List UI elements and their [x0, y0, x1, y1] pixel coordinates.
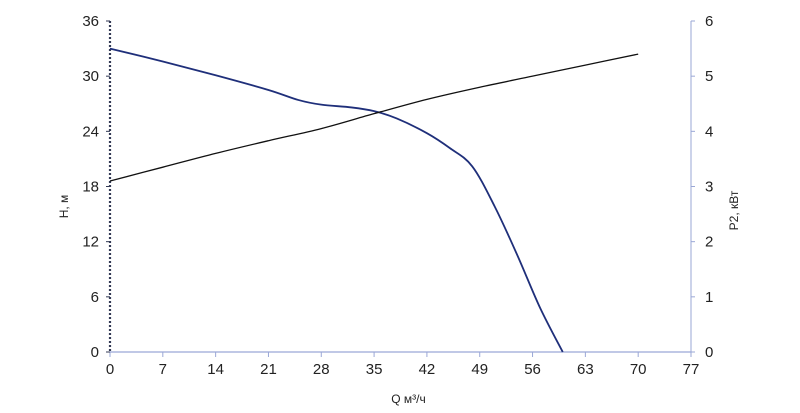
- power-curve-line: [109, 53, 639, 182]
- y-left-tick-label-4: 24: [82, 123, 99, 140]
- y-right-tick-label-2: 2: [705, 234, 713, 251]
- y-right-axis-title: P2, кВт: [727, 190, 741, 230]
- x-tick-label-1: 7: [159, 361, 167, 378]
- x-tick-label-8: 56: [524, 361, 541, 378]
- axes-layer: [106, 20, 695, 357]
- x-tick-label-11: 77: [683, 361, 700, 378]
- x-tick-label-3: 21: [260, 361, 277, 378]
- y-right-tick-label-1: 1: [705, 289, 713, 306]
- y-right-tick-label-3: 3: [705, 179, 713, 196]
- y-right-tick-label-4: 4: [705, 123, 713, 140]
- x-tick-label-6: 42: [419, 361, 436, 378]
- x-tick-label-0: 0: [106, 361, 114, 378]
- x-tick-label-4: 28: [313, 361, 330, 378]
- y-right-tick-label-0: 0: [705, 344, 713, 361]
- x-axis-title: Q м³/ч: [391, 392, 426, 406]
- y-left-tick-label-5: 30: [82, 68, 99, 85]
- y-right-tick-label-6: 6: [705, 13, 713, 30]
- y-left-tick-label-3: 18: [82, 179, 99, 196]
- x-tick-label-2: 14: [207, 361, 224, 378]
- y-right-tick-label-5: 5: [705, 68, 713, 85]
- x-tick-label-9: 63: [577, 361, 594, 378]
- y-left-tick-label-2: 12: [82, 234, 99, 251]
- x-tick-label-7: 49: [471, 361, 488, 378]
- series-layer: [109, 47, 639, 353]
- labels-layer: Q м³/ч H, м P2, кВт 0 7 14 21 28 35 42 49 56 63 70…: [57, 13, 741, 406]
- x-tick-label-5: 35: [366, 361, 383, 378]
- y-left-axis-title: H, м: [57, 195, 71, 219]
- head-curve-line: [109, 47, 564, 353]
- x-tick-label-10: 70: [630, 361, 647, 378]
- y-left-tick-label-1: 6: [91, 289, 99, 306]
- y-left-tick-label-0: 0: [91, 344, 99, 361]
- y-left-tick-label-6: 36: [82, 13, 99, 30]
